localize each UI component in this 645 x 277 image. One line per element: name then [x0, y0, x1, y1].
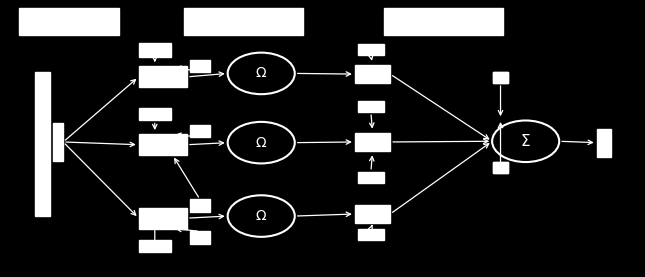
Ellipse shape [228, 53, 295, 94]
Bar [493, 72, 508, 83]
Text: $\Omega$: $\Omega$ [255, 66, 267, 80]
Bar [190, 125, 210, 137]
Bar [139, 66, 187, 87]
Bar [493, 162, 508, 173]
Bar [19, 8, 119, 35]
Ellipse shape [228, 195, 295, 237]
Bar [358, 101, 384, 112]
Bar [358, 229, 384, 240]
Bar [139, 208, 187, 229]
Bar [355, 133, 390, 151]
Bar [358, 172, 384, 183]
Ellipse shape [228, 122, 295, 163]
Text: $\Omega$: $\Omega$ [255, 209, 267, 223]
Text: $\Omega$: $\Omega$ [255, 136, 267, 150]
Bar [493, 72, 508, 83]
Bar [139, 134, 187, 155]
Bar [53, 123, 63, 161]
Bar [190, 231, 210, 244]
Text: $\Sigma$: $\Sigma$ [521, 133, 531, 149]
Ellipse shape [492, 120, 559, 162]
Bar [384, 8, 503, 35]
Bar [184, 8, 303, 35]
Bar [493, 162, 508, 173]
Bar [358, 44, 384, 55]
Bar [139, 43, 171, 57]
Bar [355, 65, 390, 83]
Bar [597, 129, 611, 157]
Bar [35, 72, 50, 216]
Bar [139, 240, 171, 252]
Bar [190, 60, 210, 72]
Bar [139, 108, 171, 120]
Bar [355, 205, 390, 223]
Bar [190, 199, 210, 212]
